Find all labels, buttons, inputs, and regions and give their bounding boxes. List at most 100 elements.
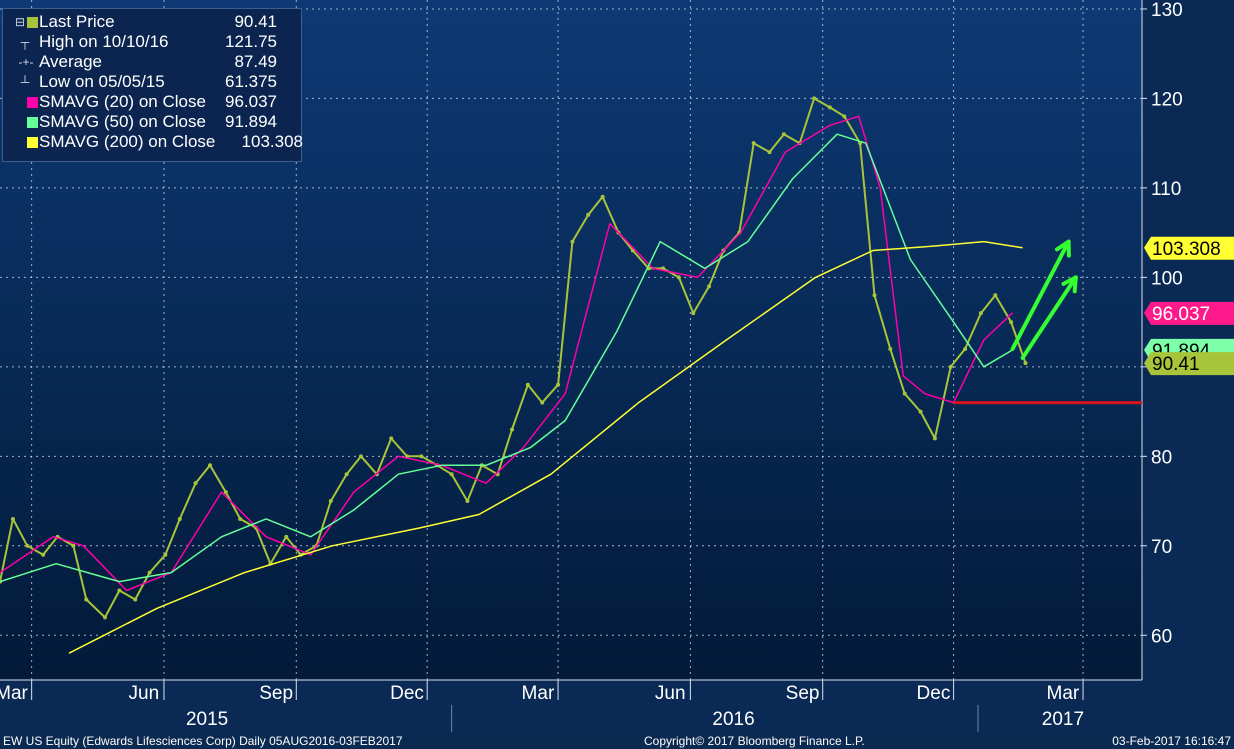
x-tick-label-year: 2017 (1042, 709, 1084, 730)
legend-swatch-last-price (27, 17, 38, 28)
x-tick-label-month: Sep (259, 683, 293, 704)
price-point (465, 499, 470, 504)
price-point (586, 212, 591, 217)
price-point (359, 454, 364, 459)
legend-toggle-icon[interactable]: ⊟ (14, 15, 26, 29)
price-point (207, 463, 212, 468)
price-point (932, 436, 937, 441)
price-point (842, 114, 847, 119)
legend-value: 96.037 (225, 92, 277, 111)
legend-label: Average (39, 52, 103, 71)
legend-label: High on 10/10/16 (39, 32, 169, 51)
price-point (888, 346, 893, 351)
price-point (812, 96, 817, 101)
price-point (284, 534, 289, 539)
footer-copyright: Copyright© 2017 Bloomberg Finance L.P. (644, 734, 865, 748)
legend-label: SMAVG (20) on Close (39, 92, 206, 111)
price-point (328, 499, 333, 504)
price-point (707, 284, 712, 289)
price-point (781, 132, 786, 137)
price-point (872, 293, 877, 298)
price-point (600, 194, 605, 199)
legend-value: 90.41 (234, 12, 277, 31)
price-point (902, 391, 907, 396)
price-point (117, 588, 122, 593)
price-point (963, 346, 968, 351)
legend-value: 61.375 (225, 72, 277, 91)
y-tick-label: 100 (1151, 268, 1183, 289)
price-point (556, 382, 561, 387)
price-point (978, 311, 983, 316)
price-point (10, 516, 15, 521)
price-point (993, 293, 998, 298)
price-point (948, 364, 953, 369)
price-point (344, 472, 349, 477)
price-label-tag (1144, 236, 1234, 260)
x-tick-label-month: Jun (129, 683, 160, 704)
footer-timestamp: 03-Feb-2017 16:16:47 (1112, 734, 1231, 748)
y-tick-label: 60 (1151, 626, 1172, 647)
price-point (102, 615, 107, 620)
y-tick-label: 130 (1151, 0, 1183, 21)
price-point (449, 472, 454, 477)
price-point (540, 400, 545, 405)
x-tick-label-month: Dec (390, 683, 424, 704)
high-marker-icon: ┬ (20, 35, 30, 49)
average-marker-icon: -+- (18, 55, 34, 69)
x-tick-label-month: Mar (1047, 683, 1080, 704)
x-tick-label-month: Mar (522, 683, 555, 704)
price-point (1023, 361, 1028, 366)
x-tick-label-month: Dec (917, 683, 951, 704)
chart-legend: ⊟ Last Price 90.41 ┬ High on 10/10/16 12… (2, 8, 303, 162)
price-point (661, 266, 666, 271)
legend-label: SMAVG (50) on Close (39, 112, 206, 131)
legend-swatch-smavg-20 (27, 97, 38, 108)
price-point (25, 543, 30, 548)
green-arrow-shaft (1010, 239, 1071, 351)
x-tick-label-month: Jun (655, 683, 686, 704)
legend-value: 103.308 (241, 132, 303, 151)
price-point (525, 382, 530, 387)
legend-label: Low on 05/05/15 (39, 72, 165, 91)
green-arrow-head (1061, 275, 1078, 294)
price-point (193, 481, 198, 486)
price-point (570, 239, 575, 244)
price-point (41, 552, 46, 557)
footer-background (0, 733, 1234, 749)
price-label-text: 103.308 (1152, 239, 1221, 260)
green-arrow-shaft (1020, 275, 1078, 360)
x-tick-label-month: Sep (786, 683, 820, 704)
price-point (510, 427, 515, 432)
y-tick-label: 80 (1151, 447, 1172, 468)
legend-value: 121.75 (225, 32, 277, 51)
footer-security-info: EW US Equity (Edwards Lifesciences Corp)… (3, 734, 403, 748)
price-point (163, 552, 168, 557)
legend-label: Last Price (39, 12, 115, 31)
price-point (1009, 320, 1014, 325)
legend-swatch-smavg-50 (27, 117, 38, 128)
y-tick-label: 70 (1151, 537, 1172, 558)
price-point (389, 436, 394, 441)
price-point (147, 570, 152, 575)
price-point (84, 597, 89, 602)
x-tick-label-year: 2016 (712, 709, 754, 730)
price-label-text: 96.037 (1152, 304, 1210, 325)
y-tick-label: 110 (1151, 179, 1181, 200)
price-point (71, 543, 76, 548)
series-line-smavg-200-on-close (68, 240, 1023, 654)
price-point (676, 275, 681, 280)
price-point (918, 409, 923, 414)
price-point (767, 150, 772, 155)
price-point (751, 141, 756, 146)
series-line-smavg-50-on-close (0, 133, 1013, 583)
legend-value: 91.894 (225, 112, 277, 131)
price-label-text: 90.41 (1152, 354, 1200, 375)
y-tick-label: 120 (1151, 89, 1183, 110)
legend-swatch-smavg-200 (27, 137, 38, 148)
price-point (238, 516, 243, 521)
price-point (133, 597, 138, 602)
price-label-tag (1144, 352, 1234, 376)
price-point (223, 490, 228, 495)
price-point (177, 516, 182, 521)
price-point (419, 454, 424, 459)
